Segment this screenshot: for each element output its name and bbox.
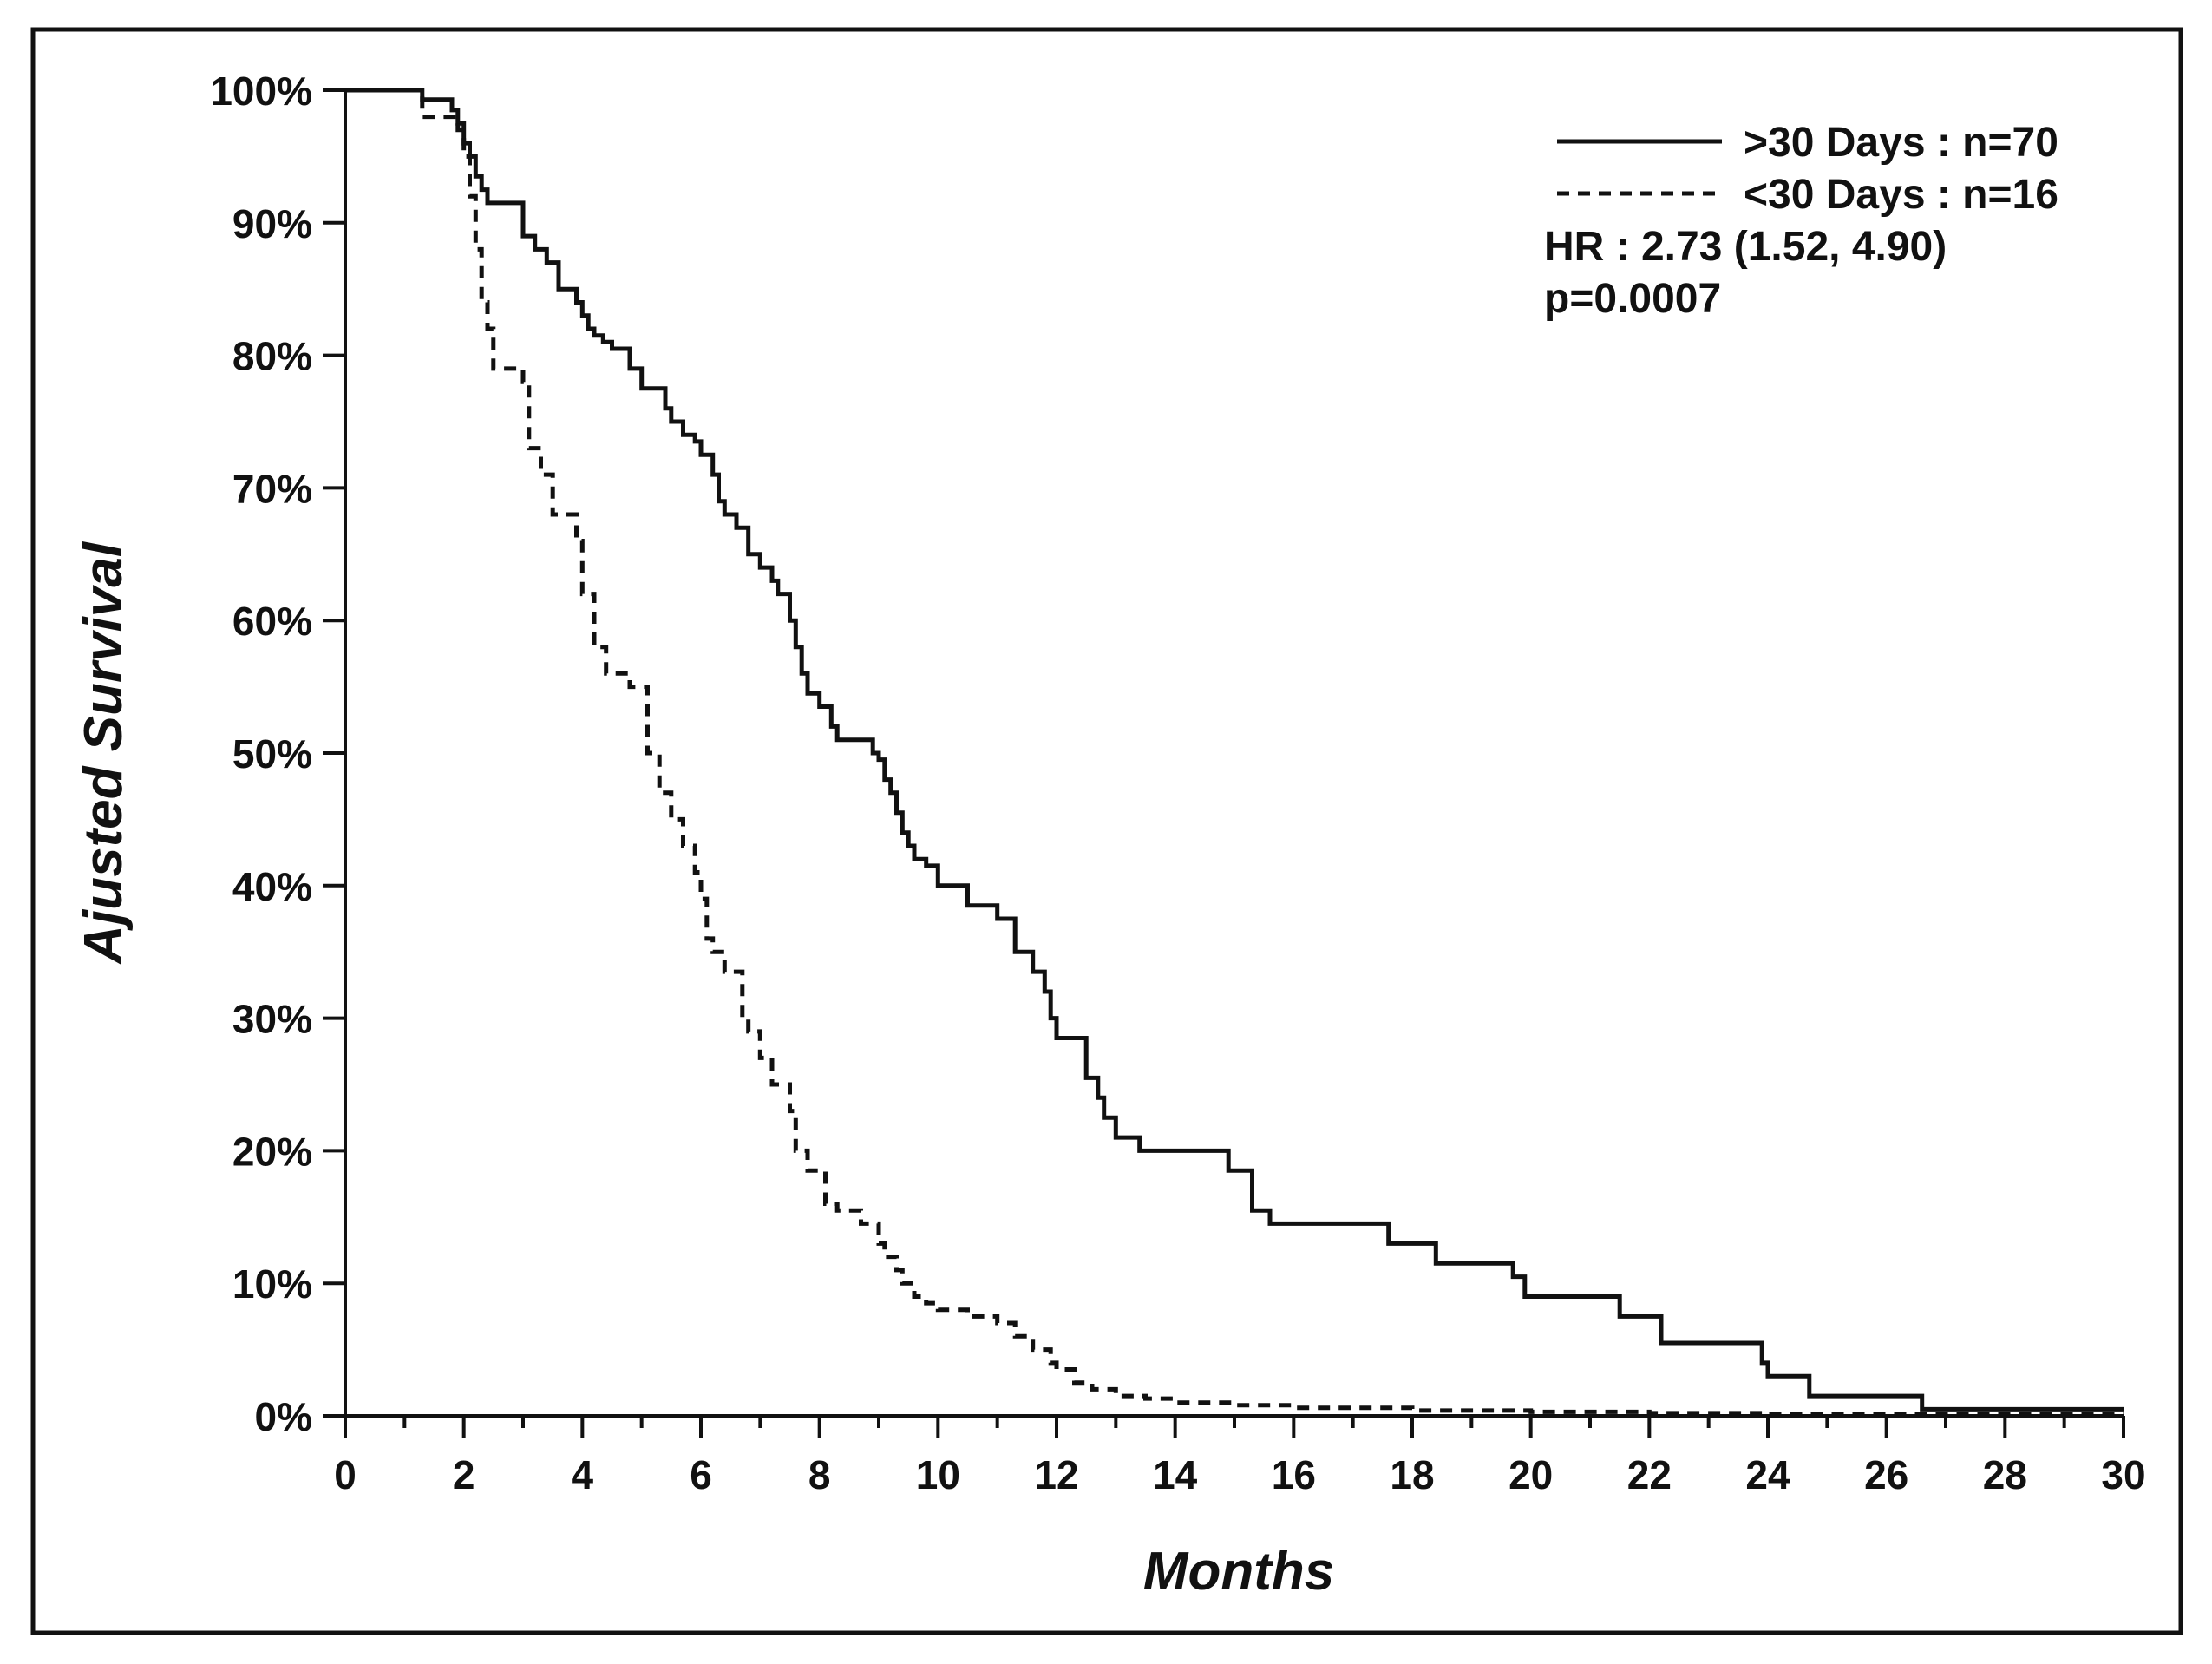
x-tick-label: 24 <box>1745 1452 1790 1497</box>
series-line-2 <box>345 88 2124 1417</box>
outer-border <box>30 27 2183 1635</box>
y-tick-label: 50% <box>232 731 312 776</box>
plot-area <box>345 88 2124 1417</box>
y-axis-label: Ajusted Survival <box>74 540 134 966</box>
x-tick-label: 18 <box>1390 1452 1434 1497</box>
x-tick-label: 2 <box>453 1452 475 1497</box>
p-value-text: p=0.0007 <box>1544 276 1721 322</box>
series-line-1 <box>345 88 2124 1412</box>
y-tick-label: 60% <box>232 599 312 644</box>
axes: 0%10%20%30%40%50%60%70%80%90%100%0 2 4 6 8 10… <box>210 69 2145 1497</box>
x-axis-label: Months <box>1143 1542 1334 1602</box>
y-tick-label: 10% <box>232 1261 312 1307</box>
y-tick-label: 0% <box>255 1394 312 1439</box>
hazard-ratio-text: HR : 2.73 (1.52, 4.90) <box>1544 224 1947 270</box>
x-tick-label: 28 <box>1983 1452 2027 1497</box>
x-tick-label: 20 <box>1508 1452 1553 1497</box>
x-tick-label: 4 <box>572 1452 594 1497</box>
x-tick-label: 10 <box>916 1452 960 1497</box>
legend: >30 Days : n=70 <30 Days : n=16 HR : 2.7… <box>1544 120 2058 322</box>
y-tick-label: 90% <box>232 201 312 246</box>
x-tick-label: 22 <box>1627 1452 1672 1497</box>
legend-label-series-2: <30 Days : n=16 <box>1744 172 2058 218</box>
x-tick-label: 30 <box>2101 1452 2145 1497</box>
x-tick-label: 0 <box>334 1452 357 1497</box>
y-tick-label: 30% <box>232 997 312 1042</box>
y-tick-label: 20% <box>232 1129 312 1174</box>
y-tick-label: 70% <box>232 466 312 511</box>
legend-label-series-1: >30 Days : n=70 <box>1744 120 2058 166</box>
y-tick-label: 40% <box>232 864 312 909</box>
x-tick-label: 14 <box>1153 1452 1198 1497</box>
x-tick-label: 8 <box>808 1452 831 1497</box>
y-tick-label: 100% <box>210 69 312 114</box>
x-tick-label: 6 <box>690 1452 712 1497</box>
x-tick-label: 12 <box>1034 1452 1078 1497</box>
x-tick-label: 26 <box>1864 1452 1908 1497</box>
x-tick-label: 16 <box>1272 1452 1316 1497</box>
y-tick-label: 80% <box>232 334 312 379</box>
